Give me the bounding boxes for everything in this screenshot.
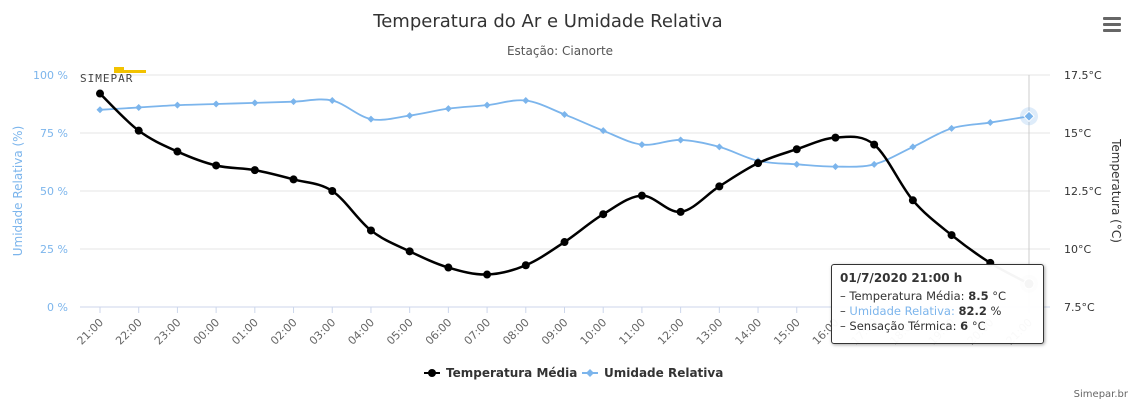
x-tick-label: 07:00 (462, 316, 494, 348)
humidity-point (444, 105, 452, 113)
tooltip: 01/7/2020 21:00 h – Temperatura Média: 8… (831, 264, 1044, 344)
y-right-tick-label: 7.5°C (1064, 301, 1095, 314)
temperature-point (676, 207, 685, 216)
y-left-tick-label: 100 % (33, 69, 68, 82)
temperature-point (792, 145, 801, 154)
x-tick-label: 11:00 (616, 316, 648, 348)
humidity-point (831, 163, 839, 171)
temperature-point (405, 247, 414, 256)
humidity-point (483, 101, 491, 109)
x-tick-label: 22:00 (113, 316, 145, 348)
temperature-point (483, 270, 492, 279)
humidity-point (870, 160, 878, 168)
y-right-axis-title: Temperatura (°C) (1109, 138, 1123, 243)
temperature-point (754, 159, 763, 168)
chart-subtitle: Estação: Cianorte (507, 44, 613, 58)
humidity-point (948, 124, 956, 132)
temperature-point (444, 263, 453, 272)
humidity-point (561, 110, 568, 118)
x-tick-label: 14:00 (733, 316, 765, 348)
y-left-tick-label: 50 % (40, 185, 68, 198)
tooltip-temp-row: – Temperatura Média: 8.5 °C (840, 289, 1007, 303)
x-tick-label: 21:00 (75, 316, 107, 348)
x-tick-label: 06:00 (423, 316, 455, 348)
humidity-point (986, 119, 994, 127)
temperature-point (715, 182, 724, 191)
temperature-point (831, 133, 840, 142)
humidity-point (406, 112, 414, 120)
temperature-point (289, 175, 298, 184)
humidity-point (909, 143, 917, 151)
x-tick-label: 10:00 (578, 316, 610, 348)
temperature-point (328, 187, 337, 195)
temperature-point (521, 261, 530, 270)
y-right-tick-label: 17.5°C (1064, 69, 1102, 82)
humidity-point (1023, 110, 1035, 123)
x-tick-label: 09:00 (539, 316, 571, 348)
humidity-point (677, 136, 685, 144)
x-tick-label: 00:00 (191, 316, 223, 348)
tooltip-title: 01/7/2020 21:00 h (840, 271, 963, 285)
y-right-tick-label: 12.5°C (1064, 185, 1102, 198)
legend-humidity-marker (586, 369, 594, 377)
humidity-point (715, 143, 723, 151)
x-tick-label: 02:00 (268, 316, 300, 348)
temperature-point (637, 191, 646, 200)
tooltip-hum-row: – Umidade Relativa: 82.2 % (840, 304, 1002, 318)
x-tick-label: 01:00 (229, 316, 261, 348)
tooltip-sens-row: – Sensação Térmica: 6 °C (840, 319, 986, 333)
temperature-point (212, 161, 221, 170)
humidity-point (135, 103, 143, 111)
temperature-point (599, 210, 608, 219)
legend-temperature-marker (428, 369, 436, 377)
humidity-point (367, 115, 375, 123)
chart-title: Temperatura do Ar e Umidade Relativa (372, 11, 722, 32)
hamburger-menu-icon[interactable] (1100, 14, 1124, 36)
humidity-point (96, 106, 104, 114)
x-tick-label: 04:00 (345, 316, 377, 348)
y-left-tick-label: 75 % (40, 127, 68, 140)
humidity-point (212, 100, 220, 108)
humidity-point (173, 101, 181, 109)
legend-humidity-label[interactable]: Umidade Relativa (604, 366, 723, 380)
x-tick-label: 08:00 (500, 316, 532, 348)
temperature-point (250, 166, 259, 175)
x-tick-label: 15:00 (771, 316, 803, 348)
simepar-logo: SIMEPAR (80, 67, 146, 85)
y-left-axis-title: Umidade Relativa (%) (11, 126, 25, 257)
x-tick-label: 23:00 (152, 316, 184, 348)
temperature-point (96, 89, 104, 98)
x-tick-label: 05:00 (384, 316, 416, 348)
humidity-point (599, 127, 607, 135)
temperature-point (173, 147, 182, 156)
legend-temperature-label[interactable]: Temperatura Média (446, 366, 577, 380)
temperature-line (99, 92, 1030, 285)
humidity-point (793, 160, 801, 168)
y-left-tick-label: 25 % (40, 243, 68, 256)
humidity-point (328, 97, 336, 105)
humidity-point (638, 141, 646, 149)
credits-link[interactable]: Simepar.br (1073, 389, 1128, 400)
x-tick-label: 13:00 (694, 316, 726, 348)
temperature-point (134, 126, 143, 135)
humidity-point (290, 98, 298, 106)
humidity-point (522, 97, 530, 105)
y-right-tick-label: 10°C (1064, 243, 1091, 256)
temperature-point (870, 140, 879, 149)
temperature-point (366, 226, 375, 235)
temperature-point (947, 231, 956, 240)
x-tick-label: 03:00 (307, 316, 339, 348)
y-right-tick-label: 15°C (1064, 127, 1091, 140)
humidity-point (251, 99, 259, 107)
y-left-tick-label: 0 % (47, 301, 68, 314)
x-tick-label: 12:00 (655, 316, 687, 348)
temperature-point (908, 196, 917, 205)
temperature-point (560, 238, 569, 247)
